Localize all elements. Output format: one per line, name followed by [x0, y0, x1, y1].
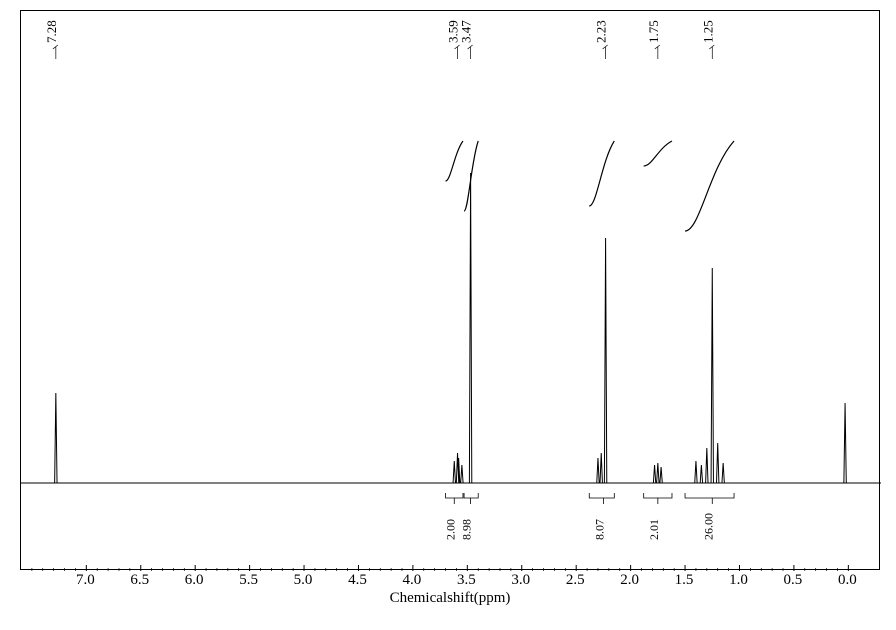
x-tick-label: 5.5	[239, 572, 258, 589]
integral-curve	[644, 141, 672, 166]
x-tick-label: 0.5	[784, 572, 803, 589]
integral-value: 26.00	[701, 513, 715, 540]
x-tick-label: 3.0	[511, 572, 530, 589]
x-tick-label: 2.0	[620, 572, 639, 589]
plot-area: 7.283.593.472.231.751.252.008.988.072.01…	[20, 10, 880, 570]
integral-value: 8.98	[460, 519, 474, 540]
peak-label: 2.23	[594, 20, 609, 43]
x-tick-label: 1.0	[729, 572, 748, 589]
integral-curve	[446, 141, 463, 181]
x-tick-label: 3.5	[457, 572, 476, 589]
integral-value: 2.01	[647, 519, 661, 540]
x-tick-label: 4.5	[348, 572, 367, 589]
x-tick-label: 0.0	[838, 572, 857, 589]
integral-value: 2.00	[443, 519, 457, 540]
x-tick-label: 4.0	[403, 572, 422, 589]
spectrum-svg: 7.283.593.472.231.751.252.008.988.072.01…	[21, 11, 881, 571]
peak-label: 1.75	[646, 20, 661, 43]
integral-curve	[685, 141, 734, 231]
x-tick-label: 2.5	[566, 572, 585, 589]
x-tick-label: 1.5	[675, 572, 694, 589]
integral-curve	[589, 141, 614, 206]
peak-label: 7.28	[44, 20, 59, 43]
nmr-spectrum-chart: 7.283.593.472.231.751.252.008.988.072.01…	[0, 0, 896, 630]
peak-label: 1.25	[700, 20, 715, 43]
x-tick-label: 5.0	[294, 572, 313, 589]
x-tick-label: 6.5	[130, 572, 149, 589]
x-axis-label: Chemicalshift(ppm)	[390, 590, 511, 607]
integral-value: 8.07	[592, 519, 606, 540]
peak-label: 3.47	[459, 20, 474, 43]
x-tick-label: 7.0	[76, 572, 95, 589]
x-tick-label: 6.0	[185, 572, 204, 589]
